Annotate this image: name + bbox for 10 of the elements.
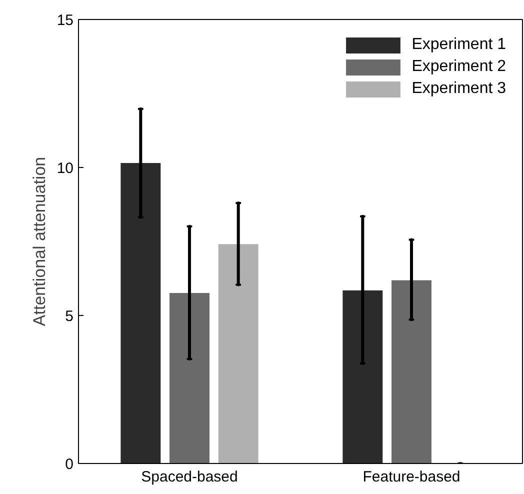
- legend-label: Experiment 3: [412, 80, 506, 98]
- y-axis-title: Attentional attenuation: [30, 156, 49, 326]
- y-tick-label: 15: [56, 12, 74, 29]
- x-tick-label: Spaced-based: [141, 468, 238, 486]
- y-tick-label: 10: [56, 160, 74, 177]
- x-tick-label: Feature-based: [362, 468, 460, 486]
- y-tick-label: 5: [65, 308, 74, 325]
- legend-label: Experiment 1: [412, 36, 506, 54]
- y-tick-label: 0: [65, 456, 74, 473]
- legend-label: Experiment 2: [412, 58, 506, 76]
